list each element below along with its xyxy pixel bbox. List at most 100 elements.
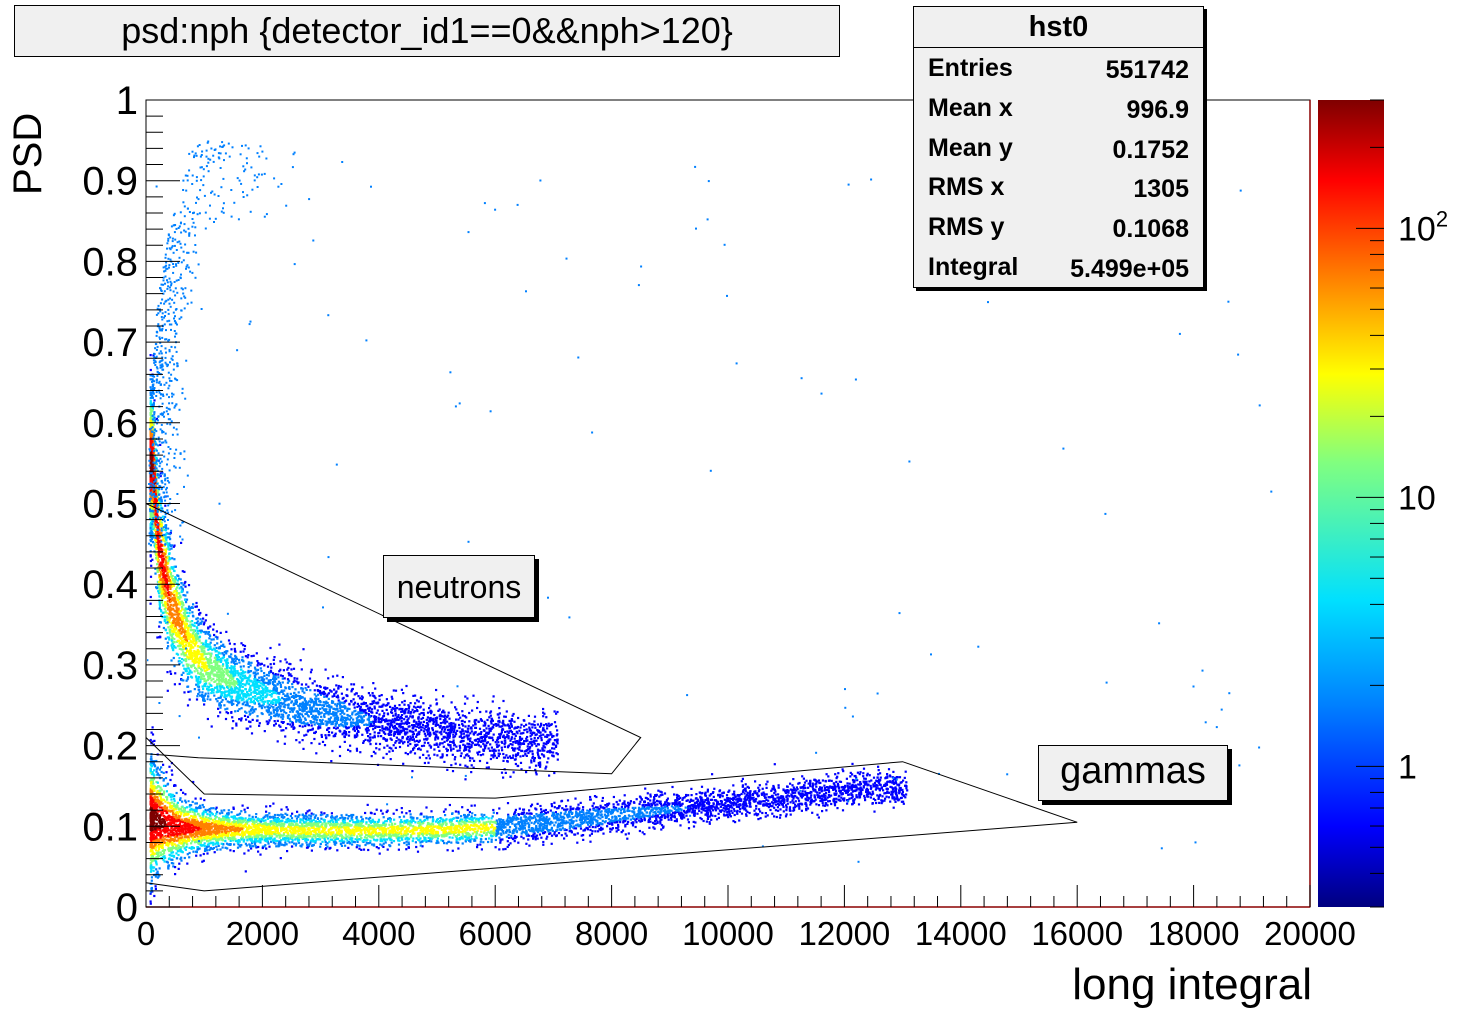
data-point — [359, 751, 362, 754]
data-point — [263, 672, 266, 675]
data-point — [229, 679, 232, 682]
data-point — [169, 670, 172, 673]
data-point — [315, 707, 319, 710]
data-point — [515, 755, 518, 758]
data-point — [237, 692, 240, 695]
data-point — [272, 675, 275, 678]
data-point — [409, 712, 412, 715]
data-point — [554, 745, 558, 748]
data-point — [324, 668, 327, 671]
data-point — [412, 711, 415, 714]
data-point — [414, 702, 417, 705]
data-point — [549, 749, 552, 752]
data-point — [506, 733, 509, 736]
data-point — [195, 661, 198, 664]
data-point — [400, 740, 403, 743]
data-point — [497, 741, 500, 744]
data-point — [437, 745, 440, 748]
data-point — [502, 756, 506, 759]
data-point — [359, 709, 362, 712]
data-point — [335, 708, 338, 711]
data-point — [367, 712, 370, 716]
data-point — [177, 623, 180, 626]
data-point — [172, 632, 175, 636]
data-point — [539, 765, 542, 768]
data-point — [155, 548, 158, 551]
data-point — [525, 723, 528, 726]
data-point — [392, 726, 395, 729]
data-point — [370, 724, 373, 727]
data-point — [407, 711, 410, 714]
data-point — [193, 650, 197, 653]
data-point — [470, 730, 473, 733]
data-point — [153, 482, 156, 485]
data-point — [325, 695, 328, 698]
data-point — [312, 717, 315, 720]
data-point — [206, 688, 209, 691]
data-point — [183, 638, 186, 641]
data-point — [213, 633, 216, 637]
data-point — [403, 729, 406, 732]
data-point — [446, 720, 449, 723]
data-point — [415, 721, 418, 724]
data-point — [391, 749, 394, 752]
data-point — [357, 730, 360, 733]
data-point — [307, 685, 310, 688]
data-point — [369, 743, 372, 746]
data-point — [186, 672, 189, 676]
data-point — [520, 723, 523, 726]
data-point — [150, 417, 153, 420]
data-point — [162, 539, 165, 542]
data-point — [542, 707, 545, 711]
data-point — [256, 668, 260, 671]
data-point — [203, 698, 206, 701]
data-point — [360, 719, 363, 723]
data-point — [161, 529, 165, 532]
data-point — [154, 542, 157, 545]
data-point — [195, 698, 199, 701]
data-point — [170, 638, 173, 641]
data-point — [217, 669, 220, 672]
data-point — [209, 677, 212, 680]
data-point — [235, 695, 238, 698]
data-point — [334, 703, 337, 706]
data-point — [149, 575, 153, 578]
data-point — [178, 634, 181, 637]
data-point — [193, 622, 196, 625]
data-point — [298, 696, 302, 699]
data-point — [196, 632, 199, 635]
data-point — [279, 707, 282, 710]
data-point — [297, 713, 300, 716]
data-point — [165, 557, 168, 560]
data-point — [371, 736, 374, 739]
data-point — [501, 749, 504, 752]
data-point — [182, 636, 185, 639]
data-point — [264, 685, 267, 688]
data-point — [189, 639, 192, 642]
data-point — [330, 690, 333, 693]
data-point — [490, 727, 493, 730]
data-point — [382, 756, 385, 759]
data-point — [233, 643, 236, 646]
data-point — [193, 657, 197, 661]
data-point — [150, 414, 153, 417]
data-point — [423, 727, 426, 730]
data-point — [381, 709, 384, 712]
data-point — [169, 616, 172, 619]
data-point — [174, 631, 177, 634]
data-point — [150, 426, 153, 429]
data-point — [198, 672, 201, 676]
data-point — [297, 704, 300, 707]
data-point — [416, 739, 419, 742]
data-point — [556, 710, 559, 714]
data-point — [232, 679, 235, 683]
data-point — [181, 627, 184, 630]
data-point — [522, 731, 525, 735]
data-point — [290, 725, 293, 728]
data-point — [441, 728, 444, 731]
data-point — [390, 721, 393, 724]
data-point — [256, 719, 259, 722]
data-point — [250, 661, 253, 664]
data-point — [170, 629, 173, 632]
data-point — [380, 735, 383, 738]
